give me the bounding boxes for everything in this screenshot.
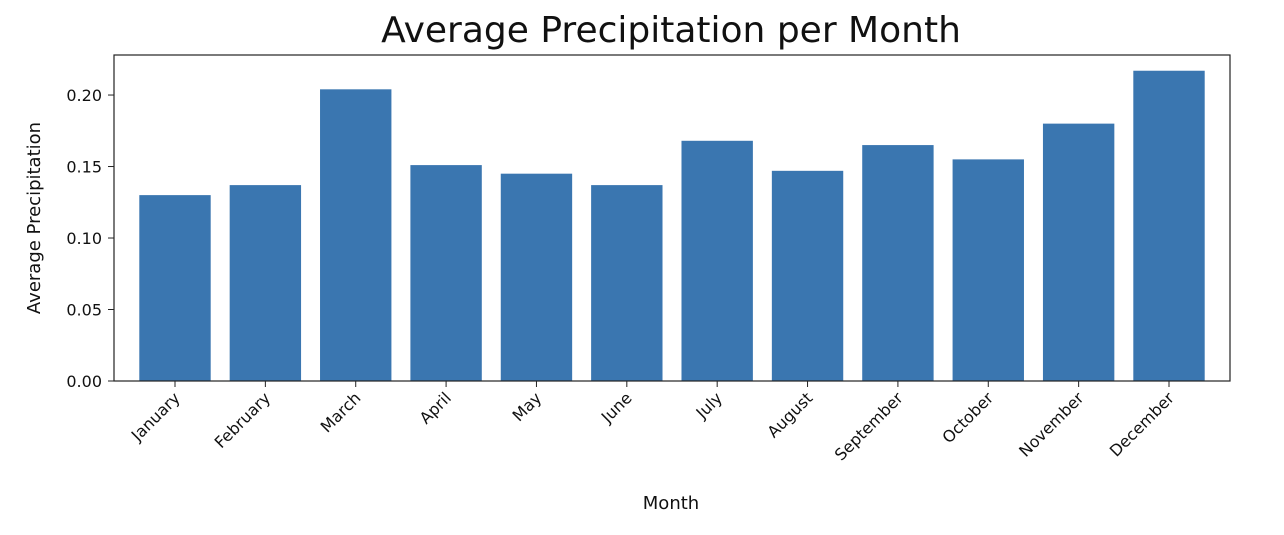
x-tick-label-september: September — [831, 388, 907, 464]
x-tick-label-may: May — [508, 388, 545, 425]
bar-april — [410, 165, 482, 381]
x-tick-label-august: August — [763, 388, 816, 441]
x-axis: January February March April May June July Augu… — [127, 381, 1178, 464]
bars-group — [139, 70, 1205, 381]
bar-november — [1042, 123, 1115, 381]
y-tick-label: 0.00 — [66, 372, 102, 391]
plot-frame — [113, 54, 1231, 382]
bar-june — [591, 185, 663, 381]
bar-february — [229, 185, 302, 381]
bar-march — [320, 89, 392, 381]
bar-january — [139, 195, 211, 381]
x-tick-label-october: October — [938, 388, 997, 447]
chart-title: Average Precipitation per Month — [381, 10, 961, 51]
bar-may — [500, 173, 573, 381]
bar-october — [952, 159, 1024, 381]
x-tick-label-march: March — [317, 388, 365, 436]
x-tick-label-july: July — [692, 388, 726, 422]
x-tick-label-june: June — [597, 388, 636, 427]
y-axis-label: Average Precipitation — [24, 122, 45, 314]
y-tick-label: 0.05 — [66, 301, 102, 320]
x-tick-label-april: April — [416, 388, 455, 427]
y-tick-label: 0.20 — [66, 86, 102, 105]
bar-july — [681, 140, 753, 381]
bar-august — [771, 170, 844, 381]
x-tick-label-january: January — [127, 388, 184, 445]
x-tick-label-november: November — [1015, 388, 1088, 461]
bar-september — [862, 145, 934, 381]
x-tick-label-december: December — [1106, 388, 1178, 460]
x-tick-label-february: February — [211, 388, 275, 452]
y-axis: 0.00 0.05 0.10 0.15 0.20 — [66, 86, 114, 391]
y-tick-label: 0.15 — [66, 158, 102, 177]
y-tick-label: 0.10 — [66, 229, 102, 248]
bar-december — [1133, 70, 1205, 381]
x-axis-label: Month — [643, 493, 699, 514]
